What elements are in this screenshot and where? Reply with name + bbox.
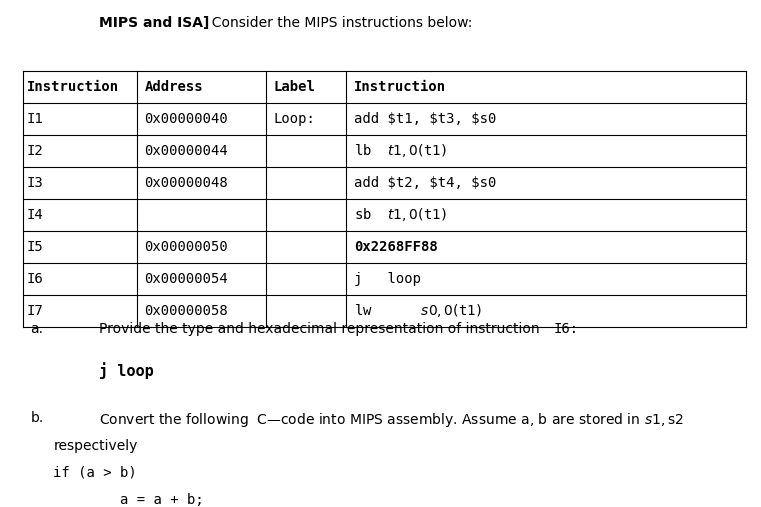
Text: Provide the type and hexadecimal representation of instruction: Provide the type and hexadecimal represe… [99,322,544,336]
Text: Consider the MIPS instructions below:: Consider the MIPS instructions below: [203,16,473,30]
Text: I5: I5 [27,240,43,254]
Text: Label: Label [274,80,316,94]
Text: I1: I1 [27,112,43,126]
Text: lb  $t1, 0($t1): lb $t1, 0($t1) [354,142,447,159]
Text: I7: I7 [27,304,43,317]
Text: Instruction: Instruction [354,80,446,94]
Text: 0x00000040: 0x00000040 [145,112,228,126]
Text: 0x00000050: 0x00000050 [145,240,228,254]
Text: respectively: respectively [53,439,138,453]
Text: I4: I4 [27,208,43,222]
Text: lw      $s0, 0($t1): lw $s0, 0($t1) [354,302,482,319]
Text: a = a + b;: a = a + b; [53,493,204,507]
Text: 0x00000054: 0x00000054 [145,272,228,285]
Text: Convert the following  C—code into MIPS assembly. Assume a, b are stored in $s1,: Convert the following C—code into MIPS a… [99,411,683,429]
Text: I3: I3 [27,176,43,190]
Text: I6:: I6: [554,322,579,336]
Text: 0x00000044: 0x00000044 [145,144,228,158]
Text: add $t1, $t3, $s0: add $t1, $t3, $s0 [354,112,496,126]
Text: sb  $t1, 0($t1): sb $t1, 0($t1) [354,206,447,223]
Text: 0x00000048: 0x00000048 [145,176,228,190]
Text: 0x00000058: 0x00000058 [145,304,228,317]
Text: j loop: j loop [99,363,154,379]
Text: add $t2, $t4, $s0: add $t2, $t4, $s0 [354,176,496,190]
Text: Loop:: Loop: [274,112,316,126]
Text: j   loop: j loop [354,272,421,285]
Text: Address: Address [145,80,203,94]
Text: a.: a. [30,322,43,336]
Text: b.: b. [30,411,43,425]
Text: MIPS and ISA]: MIPS and ISA] [99,16,209,30]
Text: if (a > b): if (a > b) [53,465,137,480]
Text: Instruction: Instruction [27,80,119,94]
Text: 0x2268FF88: 0x2268FF88 [354,240,438,254]
Text: I6: I6 [27,272,43,285]
Text: I2: I2 [27,144,43,158]
